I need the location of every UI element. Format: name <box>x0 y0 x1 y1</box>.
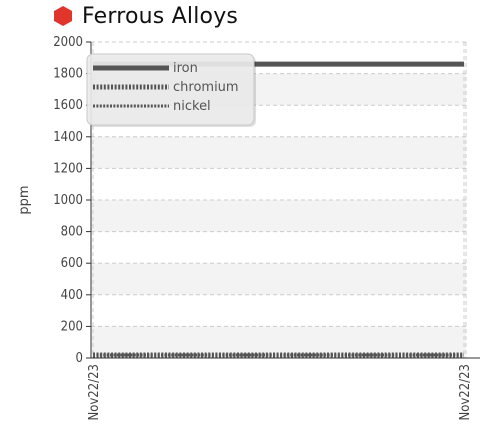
plot-band <box>91 200 466 232</box>
legend[interactable]: iron chromium nickel <box>86 53 256 127</box>
legend-label-iron: iron <box>173 61 198 76</box>
y-axis-label: ppm <box>17 185 32 214</box>
hexagon-icon <box>54 6 72 26</box>
y-tick-label: 800 <box>61 225 83 240</box>
y-tick-label: 600 <box>61 256 83 271</box>
x-tick-label: Nov22/23 <box>458 364 473 421</box>
legend-label-chromium: chromium <box>173 80 239 95</box>
chart-title: Ferrous Alloys <box>52 2 238 30</box>
y-tick-label: 1200 <box>53 161 83 176</box>
y-tick-labels: 0 200 400 600 800 1000 1200 1400 1600 1800 2000 <box>53 35 83 366</box>
chart-title-text: Ferrous Alloys <box>82 3 239 29</box>
x-tick-labels: Nov22/23 Nov22/23 <box>87 364 473 421</box>
y-tick-label: 2000 <box>53 35 83 50</box>
y-tick-label: 1600 <box>53 98 83 113</box>
y-tick-label: 1000 <box>53 193 83 208</box>
plot-band <box>91 263 466 295</box>
plot-band <box>91 136 466 169</box>
y-tick-label: 0 <box>76 351 83 366</box>
y-tick-label: 200 <box>61 319 83 334</box>
y-tick-label: 1800 <box>53 67 83 82</box>
x-tick-label: Nov22/23 <box>87 364 102 421</box>
legend-label-nickel: nickel <box>173 99 211 114</box>
y-tick-label: 400 <box>61 288 83 303</box>
y-tick-label: 1400 <box>53 130 83 145</box>
